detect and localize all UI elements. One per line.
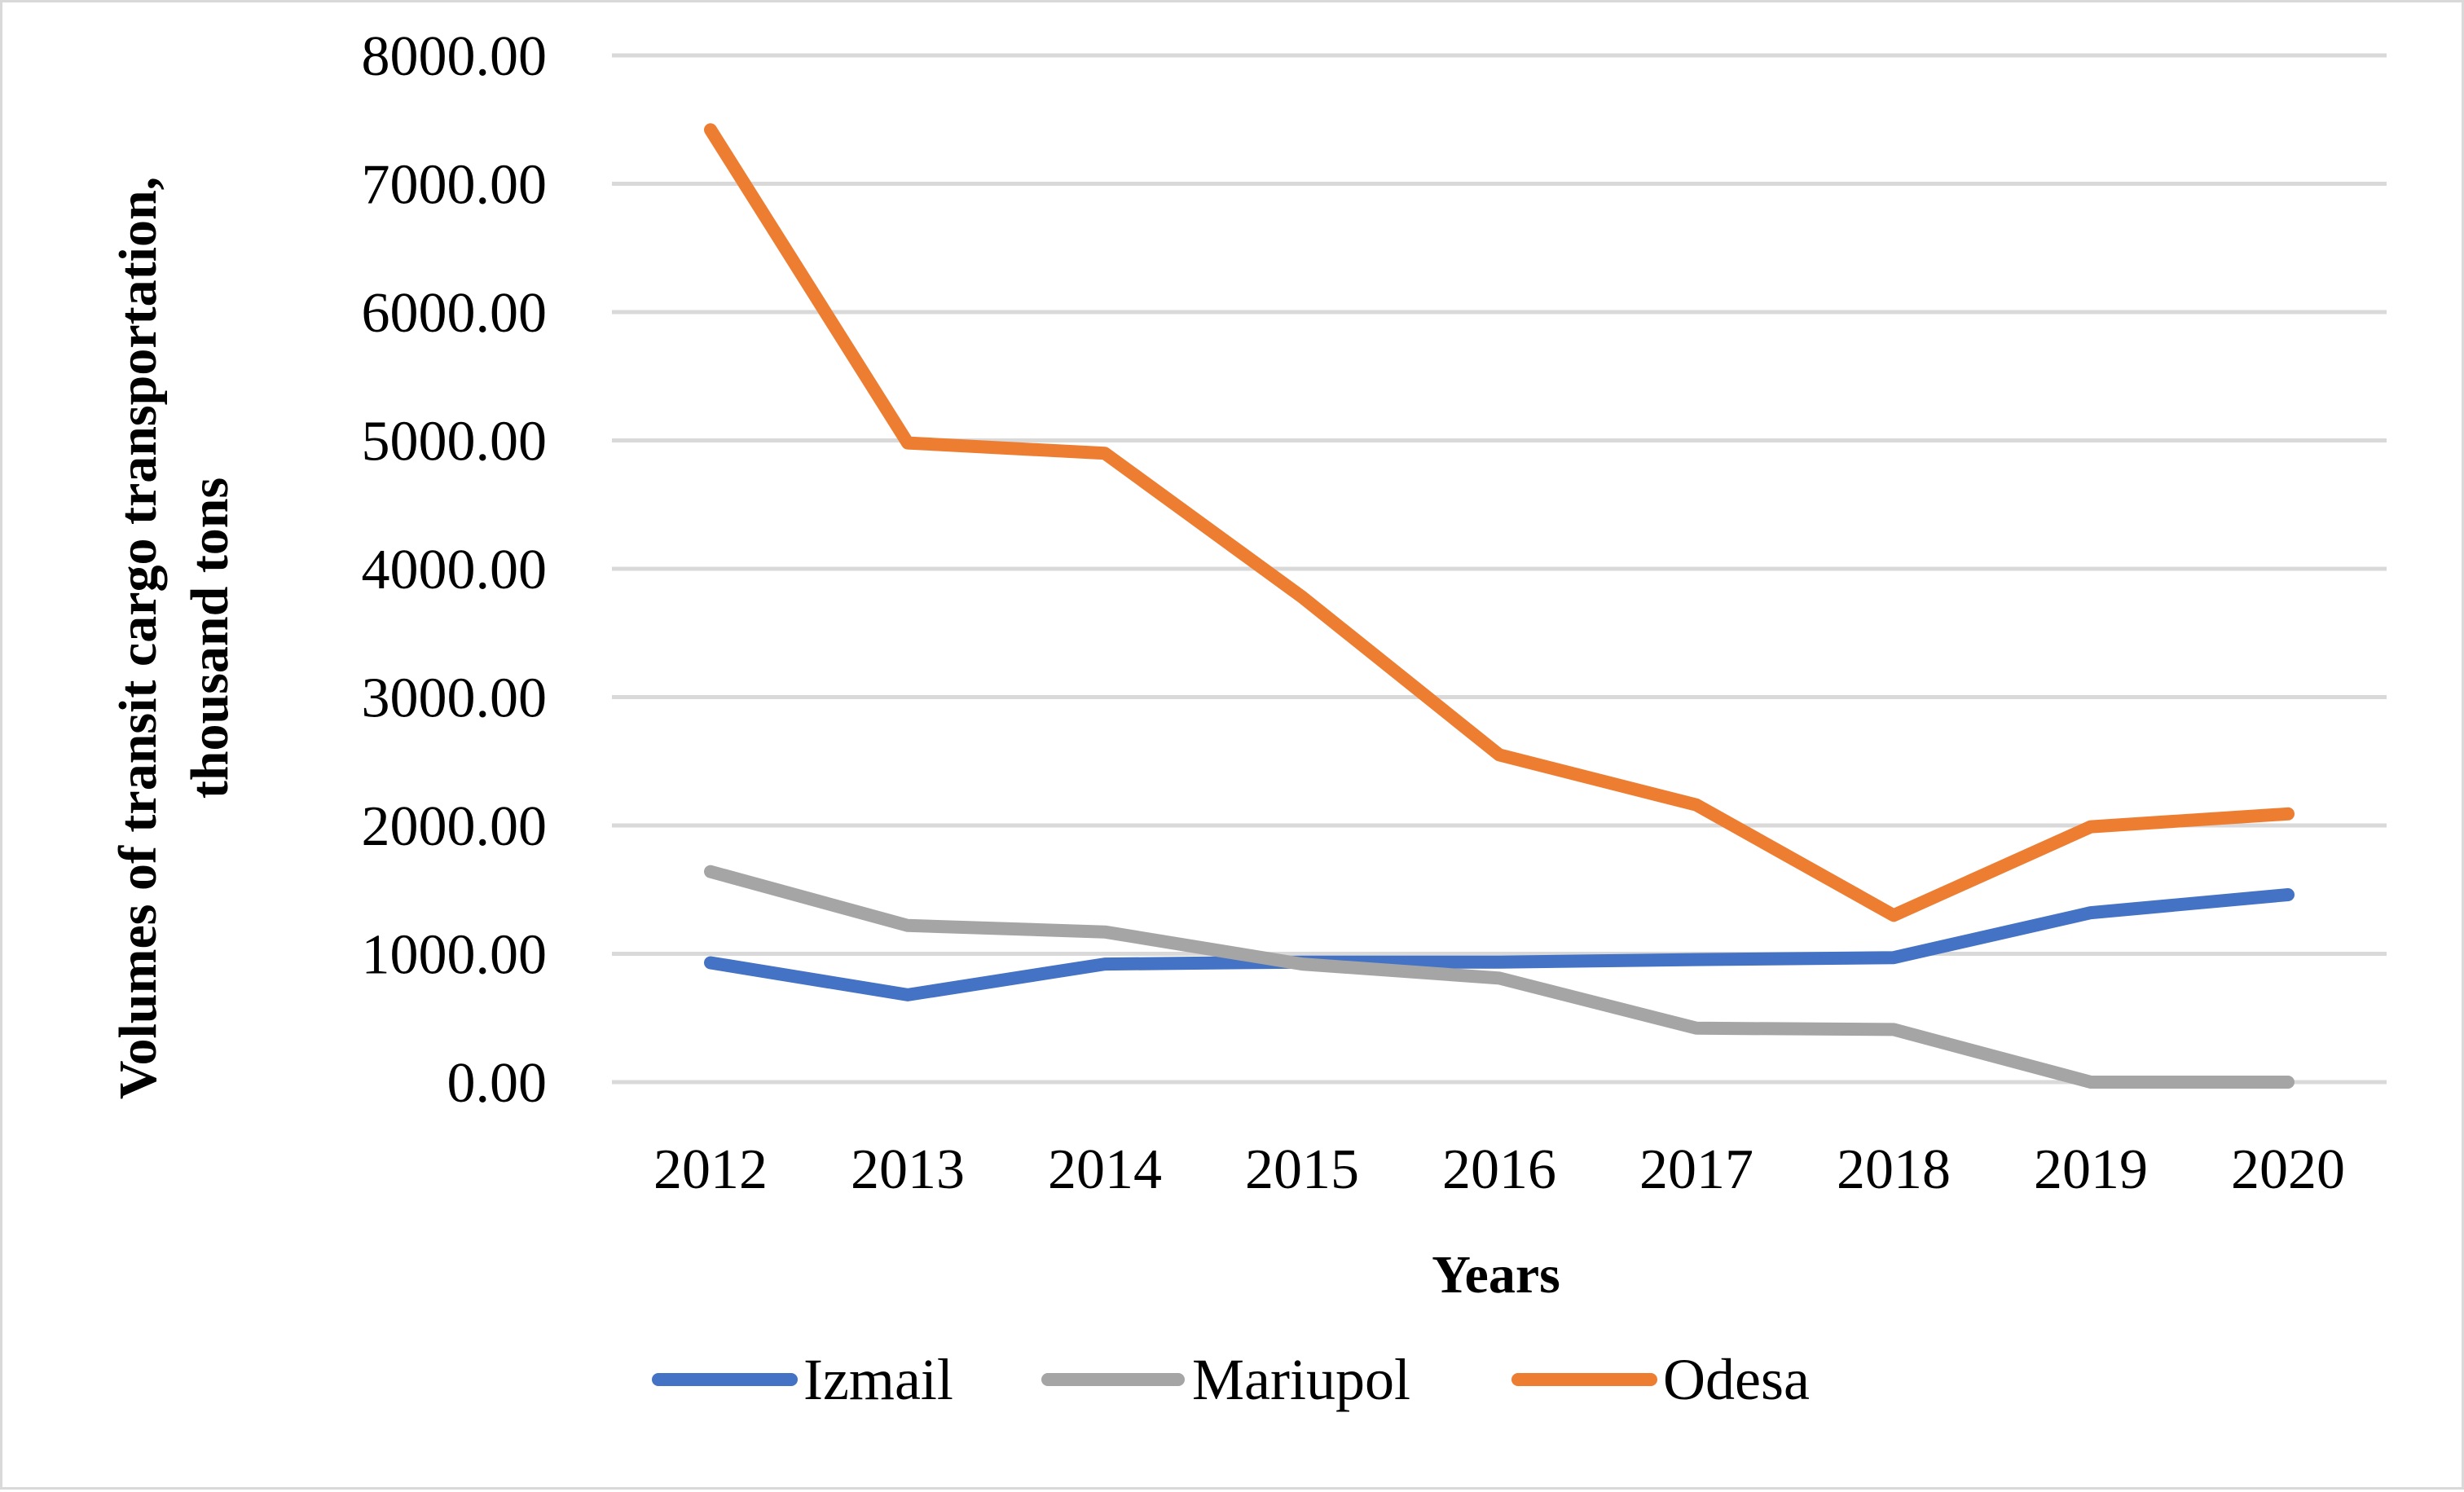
x-tick-label-2014: 2014 (1048, 1138, 1162, 1201)
series-line-mariupol (704, 865, 2295, 1089)
series-line-izmail (704, 888, 2295, 1001)
y-tick-label-0: 0.00 (447, 1052, 548, 1115)
x-tick-label-2012: 2012 (653, 1138, 768, 1201)
x-tick-label-2016: 2016 (1442, 1138, 1556, 1201)
y-tick-label-5000: 5000.00 (362, 411, 548, 473)
y-tick-label-8000: 8000.00 (362, 25, 548, 88)
x-tick-label-2018: 2018 (1837, 1138, 1951, 1201)
y-tick-label-4000: 4000.00 (362, 539, 548, 601)
x-tick-label-2015: 2015 (1245, 1138, 1359, 1201)
series-lines (704, 123, 2295, 1089)
x-tick-label-2017: 2017 (1639, 1138, 1753, 1201)
x-tick-label-2020: 2020 (2231, 1138, 2345, 1201)
x-axis-title: Years (1432, 1245, 1560, 1305)
y-axis-tick-labels: 0.00 1000.00 2000.00 3000.00 4000.00 5000.00 6… (362, 25, 548, 1115)
y-tick-label-2000: 2000.00 (362, 795, 548, 858)
x-tick-label-2013: 2013 (851, 1138, 965, 1201)
series-line-odesa (704, 123, 2295, 922)
y-axis-title-line-1: Volumes of transit cargo transportation, (108, 177, 168, 1099)
y-tick-label-7000: 7000.00 (362, 154, 548, 217)
legend-label-odesa: Odesa (1663, 1347, 1810, 1412)
x-axis-tick-labels: 2012 2013 2014 2015 2016 2017 2018 2019 2020 (653, 1138, 2345, 1201)
x-tick-label-2019: 2019 (2034, 1138, 2148, 1201)
y-tick-label-1000: 1000.00 (362, 924, 548, 987)
y-axis-title-line-2: thousand tons (180, 478, 240, 799)
y-tick-label-6000: 6000.00 (362, 282, 548, 345)
y-tick-label-3000: 3000.00 (362, 667, 548, 730)
legend: Izmail Mariupol Odesa (652, 1347, 1810, 1412)
y-axis-title: Volumes of transit cargo transportation,… (108, 177, 240, 1099)
gridlines (612, 53, 2387, 1085)
legend-label-izmail: Izmail (803, 1347, 953, 1412)
legend-label-mariupol: Mariupol (1192, 1347, 1410, 1412)
